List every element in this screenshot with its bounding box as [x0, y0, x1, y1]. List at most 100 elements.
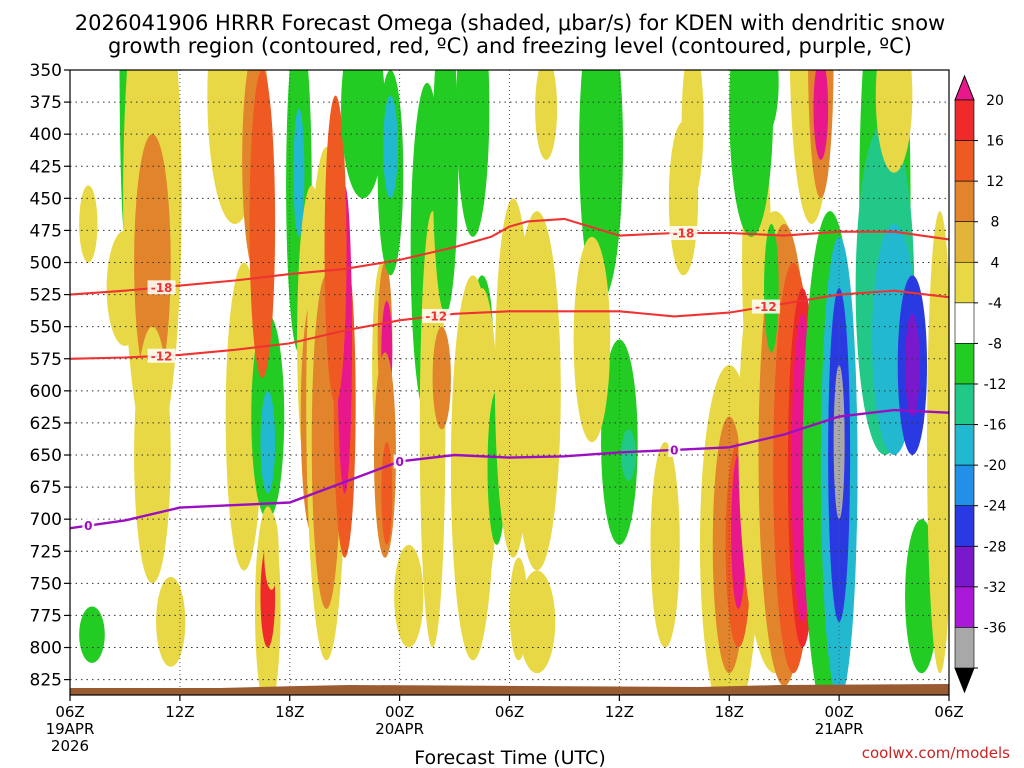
colorbar-segment-1: [954, 140, 975, 182]
contour-label-freezing_level-1: 0: [395, 455, 403, 469]
omega-cell-53: [573, 236, 611, 443]
contour-label-dgz_lower-0: -12: [151, 349, 173, 363]
omega-cell-55: [650, 442, 680, 648]
omega-cell-39: [432, 326, 451, 430]
y-tick-label-475: 475: [30, 221, 62, 241]
omega-cell-54: [621, 429, 636, 481]
x-tick-label-1-0: 12Z: [165, 703, 194, 721]
omega-cell-27: [348, 70, 378, 122]
omega-cell-68: [764, 224, 779, 353]
colorbar-label-9: -20: [984, 458, 1007, 474]
contour-label-freezing_level-0: 0: [84, 519, 92, 533]
omega-cell-42: [456, 70, 490, 237]
omega-cell-35: [394, 544, 424, 648]
colorbar-label-3: 8: [991, 215, 1000, 231]
y-tick-label-525: 525: [30, 286, 62, 306]
colorbar: 20 16 12 8 4 -4 -8 -12 -16 -20 -24 -28 -32 -36: [954, 74, 1007, 694]
y-tick-label-450: 450: [30, 189, 62, 209]
omega-cell-50: [535, 70, 558, 160]
y-tick-label-600: 600: [30, 382, 62, 402]
colorbar-segment-5: [954, 302, 975, 344]
colorbar-segment-13: [954, 627, 975, 669]
omega-cell-85: [927, 211, 949, 674]
contour-label-bg-freezing_level-0: [82, 518, 95, 533]
y-tick-label-700: 700: [30, 510, 62, 530]
x-tick-label-3-0: 00Z: [385, 703, 414, 721]
contour-label-bg-dgz_lower-2: [751, 299, 780, 314]
y-axis: 350 375 400 425 450 475 500 525 550 575 600 625 650 6…: [30, 61, 70, 691]
omega-cell-48: [513, 211, 561, 571]
contour-dgz_upper: [70, 217, 949, 296]
contour-label-freezing_level-2: 0: [670, 443, 678, 457]
omega-cell-18: [293, 108, 305, 237]
x-tick-label-0-0: 06Z: [55, 703, 84, 721]
omega-cell-0: [79, 606, 105, 663]
omega-cell-49: [518, 570, 556, 674]
colorbar-bottom-arrow: [954, 667, 975, 694]
colorbar-segment-3: [954, 221, 975, 263]
omega-cell-82: [905, 313, 920, 417]
colorbar-segment-11: [954, 545, 975, 588]
x-tick-label-3-1: 20APR: [375, 720, 424, 738]
colorbar-segment-7: [954, 383, 975, 425]
colorbar-segment-10: [954, 505, 975, 547]
omega-cell-1: [79, 185, 98, 263]
omega-cell-40: [432, 70, 459, 314]
contour-label-bg-dgz_upper-1: [669, 225, 698, 240]
chart-title-line-2: growth region (contoured, red, ºC) and f…: [108, 34, 912, 58]
omega-cell-84: [875, 70, 913, 173]
y-tick-label-825: 825: [30, 671, 62, 691]
contour-label-dgz_upper-1: -18: [673, 226, 695, 240]
y-tick-label-750: 750: [30, 574, 62, 594]
x-tick-label-0-2: 2026: [51, 737, 89, 755]
grid-lines: [70, 70, 949, 695]
x-tick-label-4-0: 06Z: [495, 703, 524, 721]
x-tick-label-7-1: 21APR: [815, 720, 864, 738]
omega-cell-32: [381, 442, 393, 545]
colorbar-label-8: -16: [984, 418, 1007, 434]
colorbar-segment-4: [954, 261, 975, 304]
contour-label-dgz_upper-0: -18: [151, 281, 173, 295]
contour-freezing_level: [70, 408, 949, 530]
y-tick-label-550: 550: [30, 318, 62, 338]
x-axis-label: Forecast Time (UTC): [414, 747, 605, 768]
colorbar-top-arrow: [954, 74, 975, 101]
y-tick-label-350: 350: [30, 61, 62, 81]
colorbar-label-10: -24: [984, 499, 1007, 515]
y-tick-label-625: 625: [30, 414, 62, 434]
x-tick-label-0-1: 19APR: [46, 720, 95, 738]
contour-lines: -18 -18 -12 -12 -12 0 0 0: [70, 217, 949, 533]
y-tick-label-500: 500: [30, 254, 62, 274]
contour-label-bg-dgz_upper-0: [147, 280, 176, 295]
omega-cell-12: [260, 390, 276, 494]
y-tick-label-800: 800: [30, 639, 62, 659]
colorbar-label-13: -36: [984, 620, 1007, 636]
omega-cell-73: [813, 70, 829, 160]
credit-text: coolwx.com/models: [862, 744, 1010, 762]
colorbar-segment-6: [954, 343, 975, 385]
colorbar-segment-2: [954, 180, 975, 223]
omega-cell-34: [383, 95, 398, 199]
colorbar-label-11: -28: [984, 539, 1007, 555]
colorbar-label-1: 16: [986, 134, 1004, 150]
omega-cell-25: [324, 95, 347, 404]
contour-dgz_lower: [70, 289, 949, 360]
omega-cell-6: [134, 326, 171, 584]
contour-label-dgz_lower-1: -12: [425, 309, 447, 323]
y-tick-label-400: 400: [30, 125, 62, 145]
omega-cell-13: [249, 70, 276, 379]
x-tick-label-5-0: 12Z: [605, 703, 634, 721]
colorbar-label-7: -12: [984, 377, 1007, 393]
omega-cell-7: [156, 576, 186, 667]
contour-label-bg-freezing_level-2: [668, 442, 681, 457]
omega-cell-70: [753, 70, 779, 135]
y-tick-label-650: 650: [30, 446, 62, 466]
chart-title-line-1: 2026041906 HRRR Forecast Omega (shaded, …: [75, 11, 945, 35]
contour-label-dgz_lower-2: -12: [755, 300, 777, 314]
omega-cell-5: [134, 134, 171, 391]
colorbar-segment-8: [954, 424, 975, 466]
colorbar-segment-9: [954, 464, 975, 507]
y-tick-label-675: 675: [30, 478, 62, 498]
x-tick-label-2-0: 18Z: [275, 703, 304, 721]
